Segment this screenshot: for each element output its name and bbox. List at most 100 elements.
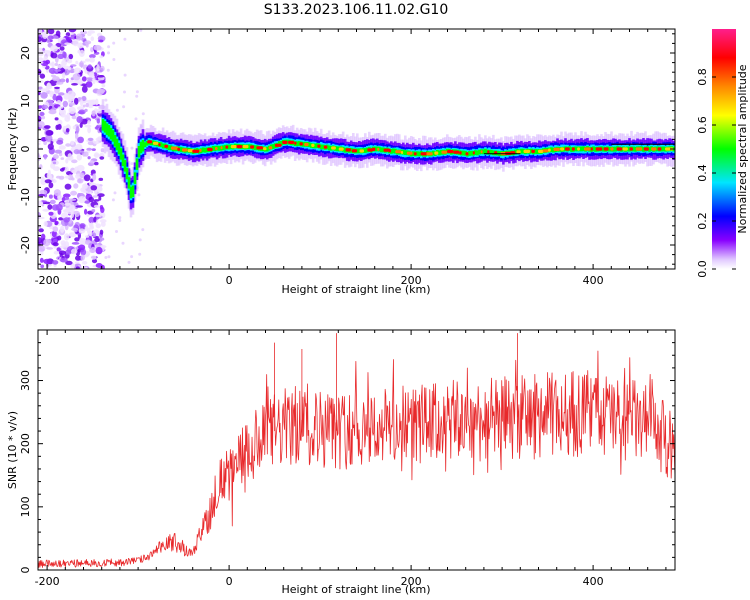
- ridge-core: [548, 148, 551, 152]
- ridge-segment: [358, 148, 361, 154]
- noise-speckle: [61, 196, 66, 202]
- ridge-segment: [476, 150, 479, 156]
- noise-speckle: [87, 156, 91, 160]
- noise-speckle: [90, 222, 94, 229]
- noise-speckle: [38, 216, 45, 220]
- noise-speckle: [38, 154, 42, 162]
- noise-speckle: [38, 91, 41, 96]
- spectrogram-xtick-label: 200: [401, 274, 422, 287]
- noise-speckle: [40, 92, 48, 99]
- noise-speckle: [134, 117, 138, 121]
- ridge-core: [622, 147, 628, 151]
- ridge-segment: [412, 151, 415, 156]
- noise-speckle: [89, 57, 95, 63]
- noise-speckle: [138, 252, 142, 256]
- noise-speckle: [96, 64, 100, 72]
- ridge-segment: [315, 143, 319, 148]
- noise-speckle: [141, 228, 145, 232]
- noise-speckle: [65, 143, 71, 147]
- ridge-segment: [107, 125, 111, 137]
- noise-speckle: [87, 126, 91, 134]
- ridge-segment: [582, 146, 585, 152]
- ridge-segment: [247, 144, 251, 149]
- noise-speckle: [74, 166, 79, 172]
- noise-speckle: [99, 229, 104, 235]
- ridge-segment: [301, 141, 305, 147]
- noise-speckle: [91, 209, 96, 213]
- ridge-segment: [277, 141, 281, 146]
- ridge-segment: [514, 149, 517, 155]
- noise-speckle: [85, 43, 89, 48]
- noise-speckle: [97, 136, 103, 141]
- ridge-segment: [127, 177, 131, 189]
- noise-speckle: [61, 242, 67, 248]
- noise-speckle: [88, 196, 94, 203]
- noise-speckle: [99, 156, 105, 160]
- noise-speckle: [92, 76, 96, 85]
- noise-speckle: [84, 200, 91, 204]
- noise-speckle: [94, 237, 100, 242]
- noise-speckle: [92, 195, 99, 198]
- noise-speckle: [61, 59, 67, 66]
- signal-ridge: [101, 99, 675, 218]
- spectrogram-xtick-label: -200: [35, 274, 60, 287]
- noise-speckle: [90, 185, 98, 191]
- noise-speckle: [63, 233, 70, 241]
- ridge-core: [571, 147, 575, 151]
- ridge-segment: [143, 142, 147, 148]
- noise-speckle: [71, 227, 79, 231]
- noise-speckle: [63, 209, 69, 213]
- noise-speckle: [42, 208, 50, 212]
- ridge-segment: [468, 151, 471, 156]
- noise-speckle: [67, 90, 75, 98]
- colorbar-gradient: [712, 29, 736, 269]
- snr-plot-area: [38, 330, 675, 570]
- noise-speckle: [87, 64, 93, 69]
- noise-speckle: [58, 92, 65, 96]
- ridge-segment: [614, 146, 617, 152]
- ridge-core: [584, 147, 591, 151]
- ridge-segment: [440, 149, 443, 155]
- ridge-segment: [634, 146, 637, 152]
- noise-speckle: [40, 88, 48, 92]
- ridge-segment: [343, 147, 347, 153]
- spectrogram-ticks: -200 0 200 400 -20 -10 0 10 20: [19, 29, 675, 287]
- noise-speckle: [44, 179, 52, 184]
- snr-marks: [38, 333, 675, 568]
- ridge-segment: [402, 149, 405, 155]
- ridge-segment: [470, 150, 473, 156]
- snr-ytick-label: 300: [19, 370, 32, 391]
- noise-speckle: [91, 255, 97, 260]
- noise-speckle: [70, 211, 75, 218]
- ridge-segment: [660, 146, 663, 152]
- ridge-segment: [380, 147, 383, 153]
- noise-speckle: [68, 53, 74, 60]
- ridge-segment: [482, 149, 485, 155]
- noise-speckle: [58, 145, 66, 150]
- noise-speckle: [76, 116, 83, 123]
- ridge-segment: [416, 151, 419, 157]
- noise-speckle: [71, 115, 77, 120]
- noise-speckle: [93, 44, 102, 51]
- ridge-core: [282, 140, 288, 144]
- noise-speckle: [59, 108, 66, 116]
- noise-speckle: [84, 108, 88, 112]
- noise-speckle: [81, 85, 88, 93]
- noise-speckle: [76, 154, 83, 161]
- noise-speckle: [88, 230, 93, 237]
- ridge-segment: [550, 147, 553, 153]
- noise-speckle: [63, 217, 70, 223]
- noise-speckle: [79, 172, 85, 179]
- noise-speckle: [78, 228, 86, 234]
- ridge-segment: [121, 154, 125, 166]
- noise-speckle: [68, 102, 76, 106]
- ridge-segment: [223, 144, 227, 150]
- noise-speckle: [75, 33, 83, 41]
- ridge-core: [263, 147, 267, 151]
- noise-speckle: [38, 228, 44, 233]
- ridge-core: [225, 145, 229, 149]
- noise-speckle: [107, 45, 111, 49]
- ridge-segment: [297, 141, 301, 146]
- noise-speckle: [118, 216, 122, 220]
